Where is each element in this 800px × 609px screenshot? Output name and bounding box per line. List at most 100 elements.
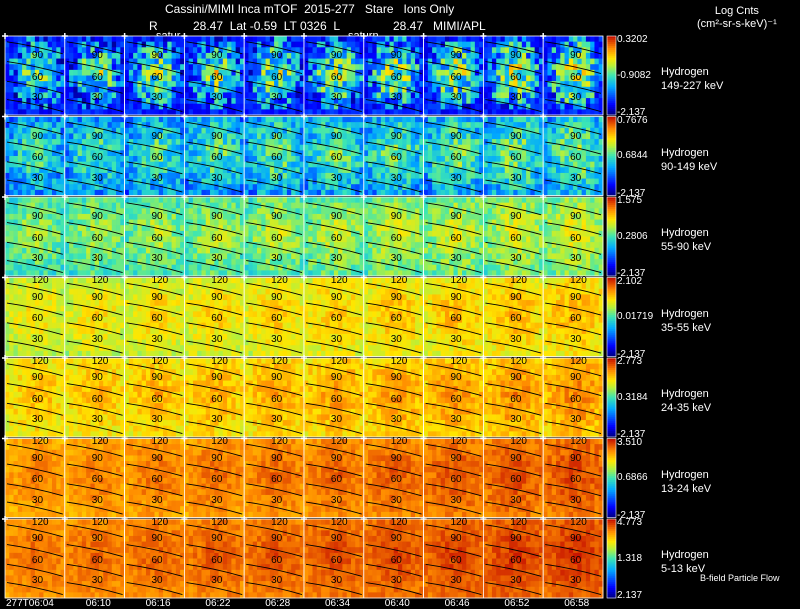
pixel-cell xyxy=(372,52,378,59)
pixel-cell xyxy=(295,47,301,54)
pixel-cell xyxy=(534,109,540,116)
field-line-contour xyxy=(66,99,123,112)
pixel-cell xyxy=(77,47,83,54)
pixel-cell xyxy=(184,236,190,243)
pixel-cell xyxy=(103,150,108,157)
pixel-cell xyxy=(269,144,275,151)
pixel-cell xyxy=(210,81,215,88)
pixel-cell xyxy=(380,69,386,76)
pixel-cell xyxy=(39,167,44,174)
pixel-cell xyxy=(5,184,10,191)
pixel-cell xyxy=(248,103,254,110)
pixel-cell xyxy=(462,156,467,163)
field-line-contour xyxy=(545,80,602,94)
pixel-cell xyxy=(167,242,172,249)
pixel-cell xyxy=(261,133,266,140)
pixel-cell xyxy=(380,92,386,99)
pixel-cell xyxy=(410,161,416,168)
pixel-cell xyxy=(5,81,10,88)
pixel-cell xyxy=(304,36,309,43)
pixel-cell xyxy=(60,81,66,88)
pixel-cell xyxy=(491,64,497,71)
pixel-cell xyxy=(188,253,194,260)
pixel-cell xyxy=(269,47,275,54)
pixel-cell xyxy=(556,69,561,76)
pixel-cell xyxy=(333,47,339,54)
pixel-cell xyxy=(116,139,121,146)
pixel-cell xyxy=(180,64,185,71)
pixel-cell xyxy=(470,139,476,146)
pixel-cell xyxy=(120,161,125,168)
ion-image-panel xyxy=(61,113,126,196)
pixel-cell xyxy=(496,156,501,163)
pixel-cell xyxy=(86,122,91,129)
pixel-cell xyxy=(222,92,228,99)
pixel-cell xyxy=(26,184,32,191)
colorbar-segment xyxy=(607,49,616,53)
pixel-cell xyxy=(13,52,19,59)
pixel-cell xyxy=(39,47,44,54)
field-line-contour xyxy=(126,179,183,193)
pixel-cell xyxy=(86,247,91,254)
pixel-cell xyxy=(581,172,587,179)
pixel-cell xyxy=(295,75,301,82)
pixel-cell xyxy=(9,98,14,105)
pixel-cell xyxy=(483,92,489,99)
pixel-cell xyxy=(22,75,27,82)
pixel-cell xyxy=(197,184,202,191)
pixel-cell xyxy=(346,58,352,65)
pixel-cell xyxy=(13,208,19,215)
pixel-cell xyxy=(26,122,32,129)
pixel-cell xyxy=(402,86,407,93)
pixel-cell xyxy=(504,92,510,99)
pixel-cell xyxy=(124,264,130,271)
pixel-cell xyxy=(333,86,339,93)
pixel-cell xyxy=(304,41,309,48)
pixel-cell xyxy=(449,81,454,88)
pixel-cell xyxy=(13,270,19,277)
pixel-cell xyxy=(120,36,125,43)
pixel-cell xyxy=(197,127,202,134)
ion-image-panel xyxy=(241,33,305,116)
pixel-cell xyxy=(444,139,450,146)
pixel-cell xyxy=(116,98,121,105)
pixel-cell xyxy=(350,64,356,71)
pixel-cell xyxy=(94,92,100,99)
pixel-cell xyxy=(346,103,352,110)
pixel-cell xyxy=(205,264,211,271)
pixel-cell xyxy=(26,58,32,65)
pixel-cell xyxy=(487,52,493,59)
pixel-cell xyxy=(581,36,587,43)
pixel-cell xyxy=(128,133,134,140)
pixel-cell xyxy=(201,116,207,123)
pixel-cell xyxy=(141,98,147,105)
pixel-cell xyxy=(5,122,10,129)
pixel-cell xyxy=(466,109,471,116)
pixel-cell xyxy=(235,253,241,260)
pixel-cell xyxy=(239,64,245,71)
pixel-cell xyxy=(180,122,185,129)
pixel-cell xyxy=(500,127,506,134)
pixel-cell xyxy=(103,116,108,123)
pixel-cell xyxy=(577,64,583,71)
pixel-cell xyxy=(111,41,117,48)
pixel-cell xyxy=(496,116,501,123)
pixel-cell xyxy=(440,133,446,140)
pixel-cell xyxy=(491,86,497,93)
pixel-cell xyxy=(483,150,489,157)
pixel-cell xyxy=(56,202,61,209)
pixel-cell xyxy=(171,109,177,116)
pixel-cell xyxy=(355,47,360,54)
pixel-cell xyxy=(308,109,313,116)
pixel-cell xyxy=(543,36,548,43)
pixel-cell xyxy=(410,116,416,123)
pixel-cell xyxy=(69,92,74,99)
pixel-cell xyxy=(261,64,266,71)
pixel-cell xyxy=(564,184,570,191)
pixel-cell xyxy=(201,150,207,157)
pixel-cell xyxy=(329,36,335,43)
pixel-cell xyxy=(158,150,164,157)
pixel-cell xyxy=(385,161,390,168)
pixel-cell xyxy=(252,156,258,163)
pixel-cell xyxy=(350,75,356,82)
